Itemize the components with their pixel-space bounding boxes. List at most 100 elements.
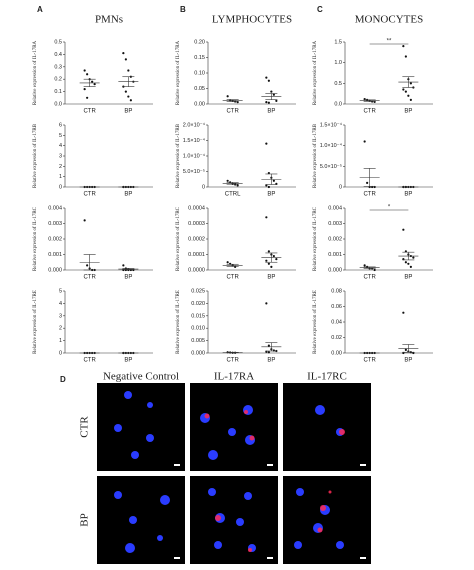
y-tick-label: 0.001 — [48, 252, 62, 258]
x-tick-label: BP — [404, 358, 412, 364]
y-tick-label: 4 — [59, 301, 62, 307]
y-tick-label: 0.004 — [48, 205, 62, 211]
panel-letter: B — [180, 5, 186, 14]
data-point — [267, 250, 270, 253]
y-axis-label: Relative expression of IL-17RB — [313, 123, 318, 188]
y-tick-label: 2 — [59, 164, 62, 170]
panel-letter: C — [317, 5, 323, 14]
y-axis-label: Relative expression of IL-17RC — [33, 206, 38, 271]
y-tick-label: 0.001 — [328, 252, 342, 258]
data-point — [267, 185, 270, 189]
data-point — [409, 265, 412, 268]
data-point — [402, 45, 405, 48]
micrograph — [283, 383, 371, 471]
data-point — [366, 181, 369, 184]
data-point — [272, 179, 275, 182]
data-point — [404, 90, 407, 93]
data-point — [275, 99, 278, 102]
significance-label: * — [388, 205, 391, 211]
y-tick-label: 0.0000 — [188, 267, 205, 273]
x-tick-label: CTR — [226, 358, 239, 364]
y-tick-label: 1 — [59, 338, 62, 344]
row-header: CTR — [79, 416, 91, 438]
data-point — [272, 254, 275, 258]
y-axis-label: Relative expression of IL-17RE — [176, 290, 181, 354]
data-point — [265, 101, 268, 104]
significance-label: ** — [387, 39, 392, 45]
data-point — [363, 140, 366, 143]
data-point — [265, 259, 268, 262]
y-tick-label: 0.000 — [191, 350, 205, 356]
x-tick-label: BP — [404, 192, 412, 198]
y-tick-label: 2 — [59, 326, 62, 332]
y-axis-label: Relative expression of IL-17RE — [33, 290, 38, 354]
data-point — [129, 99, 132, 102]
y-tick-label: 0.00 — [331, 350, 342, 356]
micrograph — [283, 476, 371, 564]
data-point — [265, 184, 268, 187]
x-tick-label: CTR — [363, 358, 376, 364]
data-point — [270, 90, 273, 93]
x-tick-label: BP — [124, 192, 132, 198]
y-tick-label: 1.0 — [334, 60, 342, 66]
data-point — [86, 96, 89, 99]
y-tick-label: 0.002 — [328, 236, 342, 242]
y-tick-label: 0.010 — [191, 326, 205, 332]
micrograph — [190, 476, 278, 564]
y-tick-label: 0.002 — [48, 236, 62, 242]
y-tick-label: 0.5 — [54, 39, 62, 45]
y-tick-label: 0.004 — [328, 205, 342, 211]
data-point — [267, 344, 270, 347]
data-point — [267, 171, 270, 175]
data-point — [127, 69, 130, 72]
y-axis-label: Relative expression of IL-17RE — [313, 290, 318, 354]
data-point — [412, 256, 415, 259]
data-point — [373, 100, 376, 104]
y-tick-label: 1 — [59, 174, 62, 180]
data-point — [83, 88, 86, 91]
y-tick-label: 1.5×10⁻⁴ — [320, 121, 343, 128]
data-point — [409, 98, 412, 101]
data-point — [93, 83, 96, 86]
data-point — [124, 90, 127, 93]
y-tick-label: 0.1 — [54, 89, 62, 95]
x-tick-label: CTR — [83, 109, 96, 115]
data-point — [267, 351, 270, 354]
panel-letter: D — [60, 375, 66, 384]
data-point — [272, 93, 275, 96]
x-tick-label: BP — [267, 275, 275, 281]
y-tick-label: 0.08 — [331, 288, 342, 294]
y-tick-label: 4 — [59, 143, 62, 149]
x-tick-label: BP — [124, 275, 132, 281]
y-tick-label: 3 — [59, 153, 62, 159]
column-header: IL-17RC — [307, 371, 347, 383]
y-tick-label: 0.0004 — [188, 205, 205, 211]
x-tick-label: CTR — [363, 109, 376, 115]
y-tick-label: 0.10 — [194, 70, 205, 76]
data-point — [404, 261, 407, 264]
y-tick-label: 0 — [59, 350, 62, 356]
y-tick-label: 0.0 — [334, 101, 342, 107]
y-tick-label: 5 — [59, 288, 62, 294]
x-tick-label: CTR — [363, 192, 376, 198]
column-title: PMNs — [95, 14, 123, 26]
data-point — [363, 264, 366, 267]
column-header: IL-17RA — [214, 371, 254, 383]
x-tick-label: CTR — [83, 275, 96, 281]
data-point — [86, 264, 89, 267]
y-tick-label: 1.5 — [334, 39, 342, 45]
data-point — [407, 262, 410, 265]
y-tick-label: 1.0×10⁻⁴ — [183, 152, 206, 159]
x-tick-label: CTR — [226, 275, 239, 281]
micrograph — [97, 383, 185, 471]
y-tick-label: 0.0001 — [188, 252, 205, 258]
data-point — [402, 311, 405, 314]
y-tick-label: 1.5×10⁻⁴ — [183, 137, 206, 144]
y-tick-label: 0 — [59, 184, 62, 190]
data-point — [127, 95, 130, 98]
column-title: LYMPHOCYTES — [212, 14, 292, 26]
data-point — [270, 265, 273, 268]
y-tick-label: 1.0×10⁻⁴ — [320, 142, 343, 149]
data-point — [267, 101, 270, 104]
